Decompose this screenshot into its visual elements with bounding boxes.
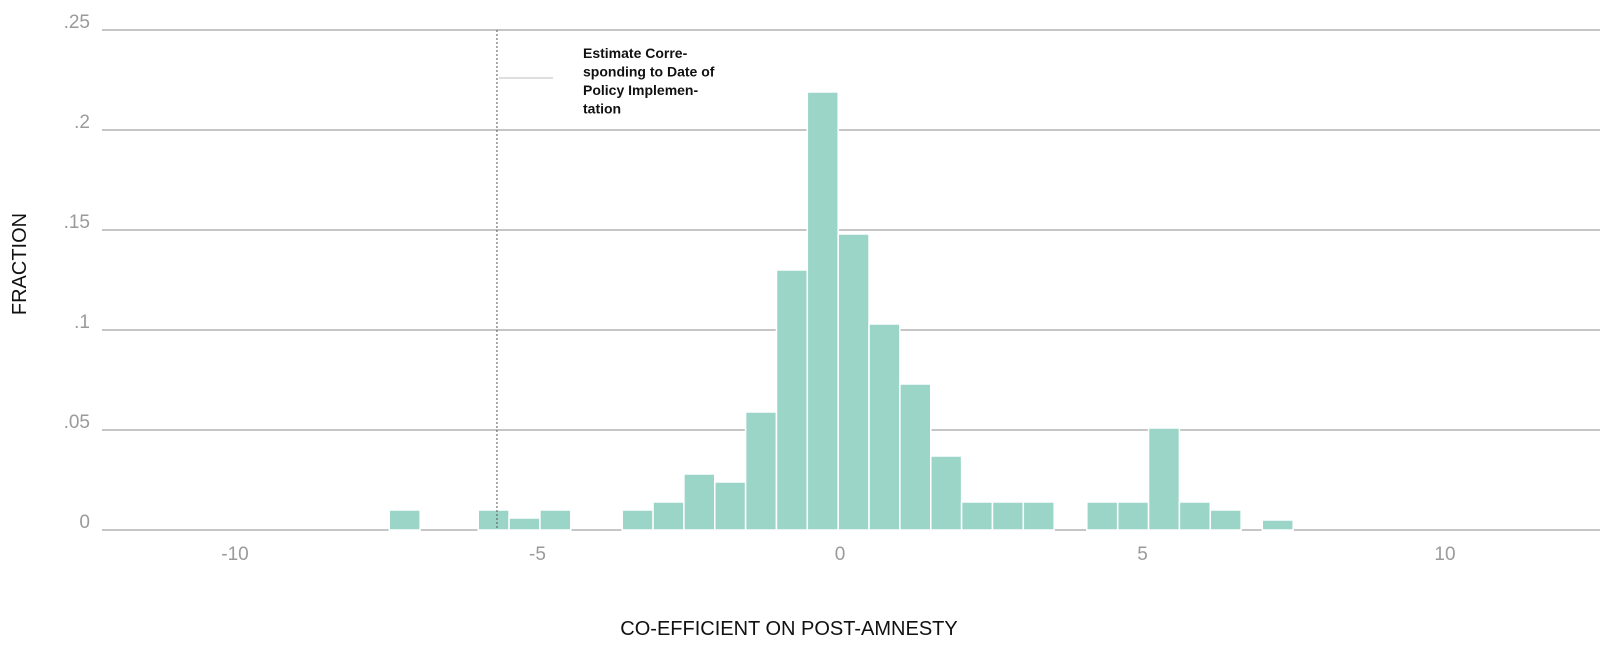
histogram-bar [388, 509, 421, 531]
x-tick-label: 0 [835, 544, 846, 565]
x-tick-label: 5 [1137, 544, 1148, 565]
histogram-bar [621, 509, 654, 531]
y-axis-title: FRACTION [9, 213, 31, 315]
y-tick-label: .25 [64, 12, 90, 33]
histogram-bar [652, 501, 685, 531]
histogram-bar [1116, 501, 1150, 531]
histogram-bar [1086, 501, 1119, 531]
histogram-bar [837, 233, 870, 531]
histogram-bar [868, 323, 901, 531]
histogram-bar [1178, 501, 1212, 531]
x-axis-title: CO-EFFICIENT ON POST-AMNESTY [620, 618, 957, 640]
bars-group [388, 91, 1294, 531]
histogram-bar [744, 411, 778, 531]
histogram-bar [1147, 427, 1181, 531]
x-tick-labels: -10 -5 0 5 10 [221, 544, 1455, 565]
histogram-bar [683, 473, 716, 531]
annotation-text-line: sponding to Date of [583, 64, 715, 80]
y-tick-label: .05 [64, 412, 90, 433]
x-tick-label: 10 [1434, 544, 1455, 565]
histogram-bar [1209, 509, 1242, 531]
annotation-text-line: tation [583, 101, 621, 117]
y-tick-label: .1 [74, 312, 90, 333]
histogram-bar [539, 509, 572, 531]
reference-line-group: Estimate Corre-sponding to Date of Policy… [496, 30, 715, 530]
histogram-bar [775, 269, 809, 531]
histogram-bar [1261, 519, 1294, 531]
annotation-text-line: Policy Implemen- [583, 82, 698, 98]
histogram-bar [991, 501, 1025, 531]
y-tick-label: .2 [74, 112, 90, 133]
annotation-text-line: Estimate Corre- [583, 45, 688, 61]
histogram-bar [930, 455, 963, 531]
y-tick-label: 0 [79, 512, 90, 533]
histogram-bar [960, 501, 994, 531]
x-tick-label: -10 [221, 544, 248, 565]
histogram-bar [1022, 501, 1055, 531]
histogram-bar [899, 383, 932, 531]
x-tick-label: -5 [529, 544, 546, 565]
histogram-bar [477, 509, 510, 531]
histogram-bar [714, 481, 747, 531]
histogram-bar [806, 91, 839, 531]
y-tick-labels: 0 .05 .1 .15 .2 .25 [64, 12, 90, 533]
histogram-bar [508, 517, 541, 531]
y-tick-label: .15 [64, 212, 90, 233]
